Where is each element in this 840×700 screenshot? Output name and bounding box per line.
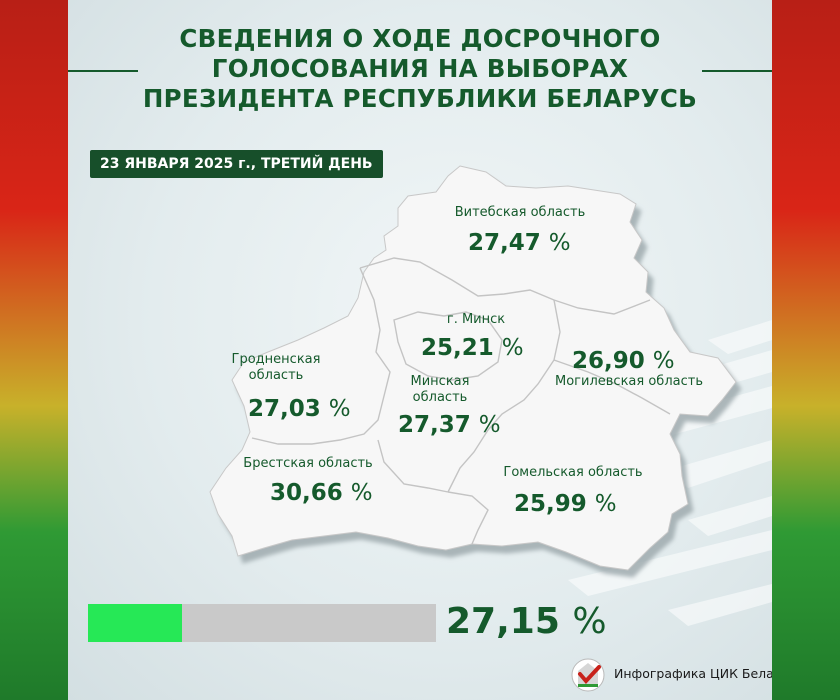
region-label-vitebsk: Витебская область — [454, 205, 586, 220]
page-title: СВЕДЕНИЯ О ХОДЕ ДОСРОЧНОГО ГОЛОСОВАНИЯ Н… — [142, 24, 698, 113]
region-value-mogilev: 26,90 % — [572, 348, 675, 374]
region-value-minsk-city-unit: % — [501, 335, 524, 361]
region-value-mogilev-unit: % — [652, 348, 675, 374]
credit-text: Инфографика ЦИК Беларуси — [614, 666, 772, 681]
total-progress-fill — [88, 604, 182, 642]
belarus-outline — [209, 165, 737, 571]
total-progress-track — [88, 604, 436, 642]
region-value-brest-unit: % — [350, 480, 373, 506]
region-value-minsk-city: 25,21 % — [421, 335, 524, 361]
region-value-gomel-number: 25,99 — [514, 491, 587, 517]
region-label-mogilev: Могилевская область — [555, 374, 703, 389]
belarus-map — [209, 165, 737, 571]
region-value-grodno-unit: % — [328, 396, 351, 422]
border-grodno-east — [251, 267, 391, 445]
region-label-grodno: Гродненская область — [231, 352, 321, 383]
region-value-mogilev-number: 26,90 — [572, 348, 645, 374]
region-label-minsk-region: Минская область — [410, 374, 470, 405]
region-value-grodno-number: 27,03 — [248, 396, 321, 422]
region-label-minsk-city: г. Минск — [446, 312, 506, 327]
region-value-vitebsk-number: 27,47 — [468, 230, 541, 256]
region-label-brest: Брестская область — [243, 456, 373, 471]
region-value-brest-number: 30,66 — [270, 480, 343, 506]
cec-belarus-emblem-icon — [571, 658, 605, 692]
region-value-grodno: 27,03 % — [248, 396, 351, 422]
region-value-vitebsk-unit: % — [548, 230, 571, 256]
flag-stripe-left — [0, 0, 68, 700]
region-value-gomel-unit: % — [594, 491, 617, 517]
border-mogilev-south — [553, 359, 671, 415]
region-value-minsk-region-number: 27,37 — [398, 412, 471, 438]
total-value: 27,15 % — [446, 600, 607, 644]
region-value-minsk-region-unit: % — [478, 412, 501, 438]
region-value-brest: 30,66 % — [270, 480, 373, 506]
region-value-minsk-region: 27,37 % — [398, 412, 501, 438]
flag-stripe-right — [772, 0, 840, 700]
date-badge: 23 ЯНВАРЯ 2025 г., ТРЕТИЙ ДЕНЬ — [90, 150, 383, 178]
title-rule-left — [68, 70, 138, 72]
border-brest-east — [377, 439, 449, 493]
title-rule-right — [702, 70, 772, 72]
border-gomel-west — [447, 491, 489, 545]
border-minsk-east — [447, 299, 561, 493]
region-value-minsk-city-number: 25,21 — [421, 335, 494, 361]
region-label-gomel: Гомельская область — [503, 465, 643, 480]
total-value-unit: % — [572, 601, 607, 642]
border-minsk-city — [393, 311, 503, 381]
total-value-number: 27,15 — [446, 601, 560, 642]
border-vitebsk-south — [359, 257, 651, 315]
region-value-gomel: 25,99 % — [514, 491, 617, 517]
infographic-panel: СВЕДЕНИЯ О ХОДЕ ДОСРОЧНОГО ГОЛОСОВАНИЯ Н… — [68, 0, 772, 700]
region-value-vitebsk: 27,47 % — [468, 230, 571, 256]
